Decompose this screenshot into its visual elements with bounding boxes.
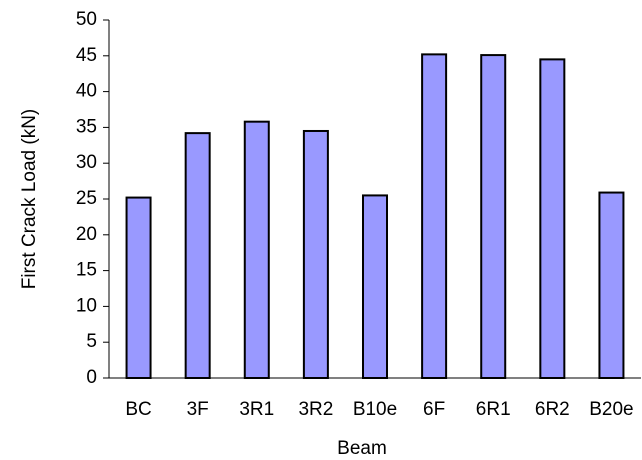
y-tick-label: 50 [76, 9, 97, 30]
bar [243, 120, 270, 379]
x-axis-label: Beam [337, 438, 387, 459]
x-tick-label: 6F [423, 399, 445, 420]
bar [480, 54, 507, 379]
bar [421, 53, 448, 379]
y-tick-label: 0 [86, 367, 97, 388]
y-tick-label: 5 [86, 331, 97, 352]
x-tick-label: B10e [353, 399, 397, 420]
y-tick-label: 45 [76, 45, 97, 66]
y-tick-label: 20 [76, 224, 97, 245]
x-tick-label: 3R1 [239, 399, 274, 420]
x-tick-label: 3R2 [298, 399, 333, 420]
y-tick-label: 40 [76, 81, 97, 102]
x-tick-label: 6R2 [535, 399, 570, 420]
x-tick-label: BC [125, 399, 151, 420]
bar [362, 194, 388, 379]
y-tick-label: 10 [76, 295, 97, 316]
bar [184, 132, 211, 379]
y-tick-label: 35 [76, 116, 97, 137]
y-tick-label: 30 [76, 152, 97, 173]
y-axis-label: First Crack Load (kN) [19, 109, 40, 290]
bar [539, 58, 566, 379]
x-tick-label: 3F [187, 399, 209, 420]
bar [302, 129, 329, 379]
x-tick-label: B20e [589, 399, 633, 420]
y-tick-label: 15 [76, 260, 97, 281]
bar [125, 196, 152, 379]
x-tick-label: 6R1 [476, 399, 511, 420]
y-tick-label: 25 [76, 188, 97, 209]
bar [598, 191, 625, 379]
